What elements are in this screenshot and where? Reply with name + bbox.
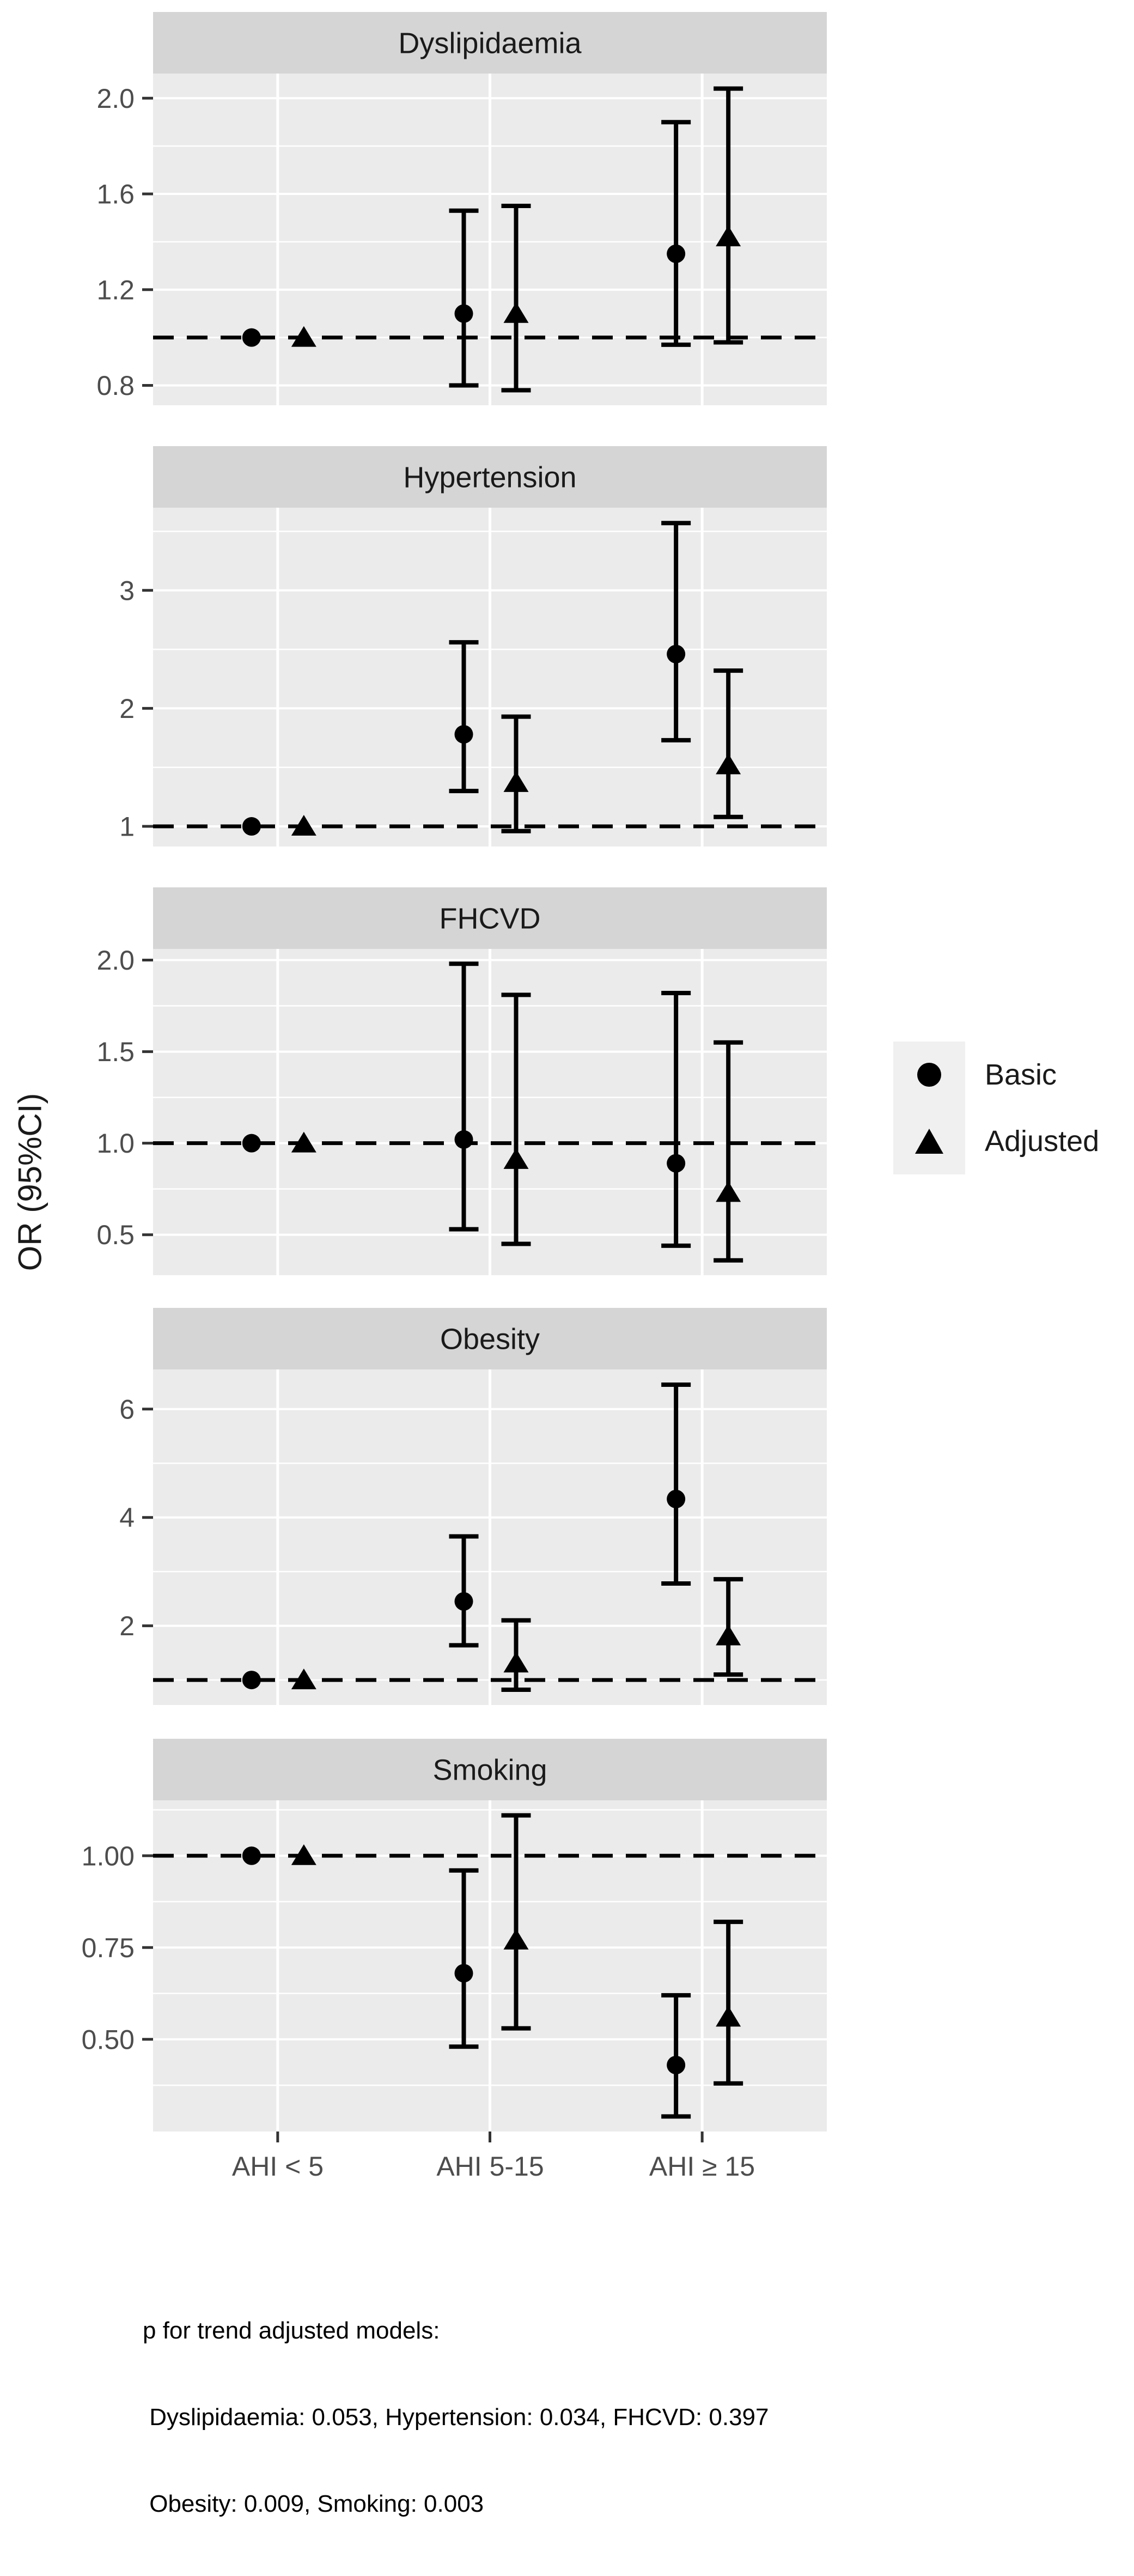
y-axis-title: OR (95%CI) <box>11 1093 48 1271</box>
point-circle-basic <box>454 304 473 323</box>
point-circle-basic <box>454 1964 473 1983</box>
facet-strip <box>153 887 827 949</box>
point-triangle-adjusted <box>716 2006 741 2027</box>
legend-item-adjusted: Adjusted <box>893 1108 1099 1174</box>
point-triangle-adjusted <box>716 226 741 247</box>
point-triangle-adjusted <box>291 1131 316 1153</box>
legend-label-adjusted: Adjusted <box>985 1125 1100 1158</box>
facet-strip <box>153 1739 827 1800</box>
circle-marker-icon <box>917 1063 941 1087</box>
facet-title: FHCVD <box>440 902 541 935</box>
facet-obesity: 2 4 6 Obesity <box>119 1308 827 1705</box>
y-tick-label: 3 <box>119 575 135 606</box>
footnote-line-2: Dyslipidaemia: 0.053, Hypertension: 0.03… <box>143 2404 769 2431</box>
point-triangle-adjusted <box>716 1624 741 1646</box>
legend-key-basic <box>893 1042 965 1108</box>
point-circle-basic <box>242 1134 261 1153</box>
facet-title: Obesity <box>440 1323 540 1355</box>
x-tick-label-ahi-5-15: AHI 5-15 <box>436 2151 544 2182</box>
facet-strip <box>153 1308 827 1369</box>
point-circle-basic <box>454 1130 473 1149</box>
legend-label-basic: Basic <box>985 1058 1057 1091</box>
footnote-line-1: p for trend adjusted models: <box>143 2317 440 2344</box>
point-triangle-adjusted <box>503 1148 529 1169</box>
point-triangle-adjusted <box>716 1181 741 1202</box>
x-tick-label-ahi-lt5: AHI < 5 <box>231 2151 324 2182</box>
facet-smoking: 0.50 0.75 1.00 Smoking <box>82 1739 827 2132</box>
facet-title: Smoking <box>432 1753 547 1786</box>
facet-title: Dyslipidaemia <box>398 27 582 59</box>
triangle-marker-icon <box>915 1129 943 1154</box>
y-tick-label: 1.00 <box>82 1841 135 1871</box>
y-tick-label: 0.5 <box>96 1220 135 1250</box>
point-circle-basic <box>667 644 686 663</box>
footnote-line-3: Obesity: 0.009, Smoking: 0.003 <box>143 2490 484 2517</box>
y-tick-label: 2 <box>119 693 135 724</box>
x-tick-label-ahi-ge15: AHI ≥ 15 <box>649 2151 755 2182</box>
point-circle-basic <box>667 1154 686 1173</box>
point-circle-basic <box>667 244 686 263</box>
point-triangle-adjusted <box>503 771 529 792</box>
y-tick-label: 1.6 <box>96 179 135 210</box>
point-triangle-adjusted <box>716 753 741 775</box>
point-circle-basic <box>242 1846 261 1865</box>
y-tick-label: 0.8 <box>96 370 135 401</box>
facet-hypertension: 1 2 3 Hypertension <box>119 446 827 847</box>
point-circle-basic <box>242 328 261 347</box>
facet-title: Hypertension <box>403 461 576 494</box>
facet-strip <box>153 12 827 74</box>
plot-canvas: 0.8 1.2 1.6 2.0 Dyslipidaemia 1 2 3 Hypertension… <box>82 12 827 2142</box>
legend-key-adjusted <box>893 1108 965 1174</box>
point-triangle-adjusted <box>503 1928 529 1950</box>
point-triangle-adjusted <box>291 1844 316 1865</box>
y-tick-label: 2 <box>119 1611 135 1641</box>
facet-fhcvd: 0.5 1.0 1.5 2.0 FHCVD <box>96 887 827 1275</box>
point-circle-basic <box>242 1671 261 1690</box>
point-triangle-adjusted <box>503 1652 529 1673</box>
y-tick-label: 6 <box>119 1394 135 1424</box>
y-tick-label: 0.50 <box>82 2024 135 2055</box>
point-triangle-adjusted <box>291 815 316 836</box>
legend: Basic Adjusted <box>893 1042 1099 1174</box>
footnote: p for trend adjusted models: Dyslipidaem… <box>143 2258 769 2576</box>
point-circle-basic <box>667 2055 686 2074</box>
forest-plot-figure: 0.8 1.2 1.6 2.0 Dyslipidaemia 1 2 3 Hypertension… <box>11 12 1099 2517</box>
point-circle-basic <box>667 1489 686 1508</box>
point-circle-basic <box>242 817 261 836</box>
y-tick-label: 1.0 <box>96 1128 135 1159</box>
point-circle-basic <box>454 1592 473 1611</box>
y-tick-label: 0.75 <box>82 1933 135 1963</box>
y-tick-label: 1 <box>119 812 135 842</box>
legend-item-basic: Basic <box>893 1042 1099 1108</box>
point-circle-basic <box>454 725 473 744</box>
point-triangle-adjusted <box>291 1668 316 1690</box>
facet-strip <box>153 446 827 508</box>
point-triangle-adjusted <box>291 326 316 347</box>
facet-dyslipidaemia: 0.8 1.2 1.6 2.0 Dyslipidaemia <box>96 12 827 405</box>
y-tick-label: 2.0 <box>96 83 135 114</box>
y-tick-label: 1.2 <box>96 275 135 305</box>
point-triangle-adjusted <box>503 302 529 323</box>
y-tick-label: 2.0 <box>96 945 135 976</box>
y-tick-label: 4 <box>119 1502 135 1533</box>
y-tick-label: 1.5 <box>96 1037 135 1067</box>
